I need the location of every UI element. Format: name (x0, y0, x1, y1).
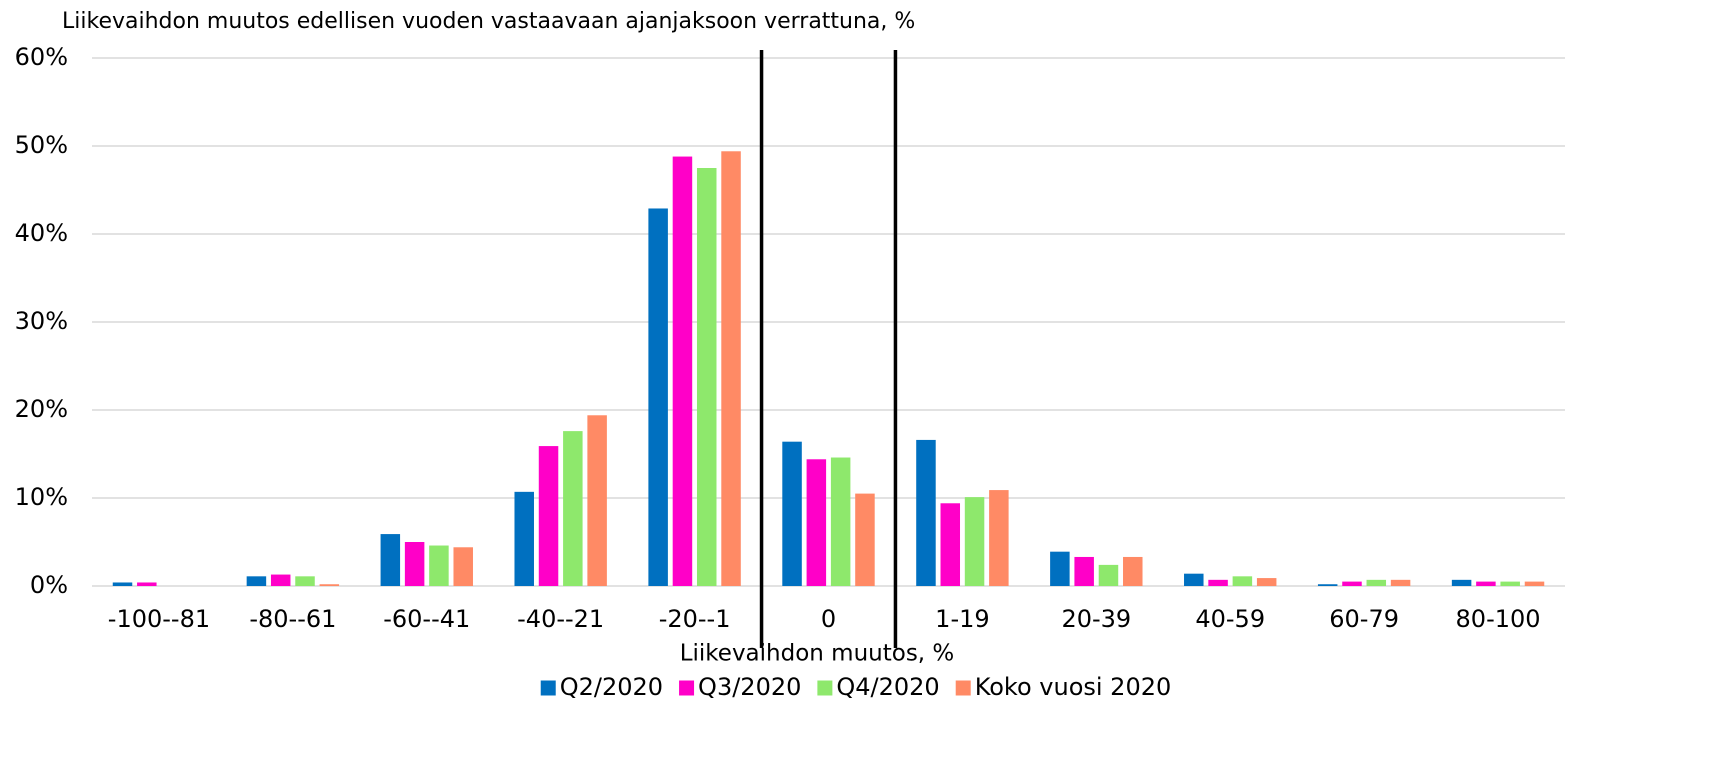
x-tick-label: 20-39 (1061, 605, 1131, 633)
bar (270, 574, 291, 586)
bar (1184, 573, 1204, 586)
x-tick-label: -60--41 (383, 605, 470, 633)
bar (112, 582, 133, 586)
bar (782, 441, 802, 586)
bar (563, 431, 583, 586)
y-tick-label: 50% (15, 131, 68, 159)
bar (1256, 578, 1277, 586)
x-tick-label: 0 (821, 605, 836, 633)
legend-label: Koko vuosi 2020 (975, 673, 1172, 701)
bar (380, 534, 401, 586)
bar (295, 576, 315, 586)
bar (1451, 579, 1472, 586)
bar (1390, 579, 1411, 586)
y-tick-label: 10% (15, 483, 68, 511)
bar (246, 576, 267, 586)
bar (587, 415, 607, 586)
legend-swatch (955, 680, 971, 696)
legend-label: Q3/2020 (698, 673, 801, 701)
bar (538, 446, 559, 586)
bar (696, 168, 717, 586)
y-tick-label: 0% (30, 571, 68, 599)
bar (1476, 581, 1496, 586)
x-tick-label: -20--1 (659, 605, 731, 633)
bar (429, 545, 449, 586)
bar (1123, 556, 1143, 586)
x-tick-label: -100--81 (108, 605, 210, 633)
bar (806, 459, 827, 586)
x-tick-label: 40-59 (1195, 605, 1265, 633)
bar (1524, 581, 1545, 586)
bar (1208, 579, 1228, 586)
legend-label: Q2/2020 (560, 673, 663, 701)
x-tick-label: -40--21 (517, 605, 604, 633)
y-tick-label: 60% (15, 43, 68, 71)
bar (1366, 579, 1387, 586)
bar (1342, 581, 1362, 586)
bar (1317, 584, 1338, 586)
bar (137, 582, 157, 586)
x-tick-label: 80-100 (1456, 605, 1541, 633)
bar (721, 151, 741, 586)
bar (940, 503, 961, 586)
legend-label: Q4/2020 (836, 673, 939, 701)
x-tick-label: -80--61 (249, 605, 336, 633)
bar (1500, 581, 1520, 586)
bar (672, 156, 693, 586)
legend-swatch (679, 680, 695, 696)
bar (514, 491, 534, 586)
bar (1098, 564, 1119, 586)
bar (453, 547, 473, 586)
legend-swatch (540, 680, 556, 696)
bar (964, 497, 985, 586)
x-tick-label: 60-79 (1329, 605, 1399, 633)
bar (855, 493, 875, 586)
bar (916, 439, 936, 586)
bar (1232, 576, 1253, 586)
chart-title: Liikevaihdon muutos edellisen vuoden vas… (62, 9, 915, 34)
x-axis-title: Liikevaihdon muutos, % (680, 641, 955, 667)
bar (830, 457, 851, 586)
bar (1074, 556, 1094, 586)
bar (648, 208, 668, 587)
y-tick-label: 20% (15, 395, 68, 423)
y-tick-label: 40% (15, 219, 68, 247)
bar (989, 490, 1009, 586)
bar (319, 584, 340, 586)
y-tick-label: 30% (15, 307, 68, 335)
bar (1050, 551, 1070, 586)
x-tick-label: 1-19 (935, 605, 989, 633)
bar (404, 542, 425, 586)
legend-swatch (817, 680, 833, 696)
